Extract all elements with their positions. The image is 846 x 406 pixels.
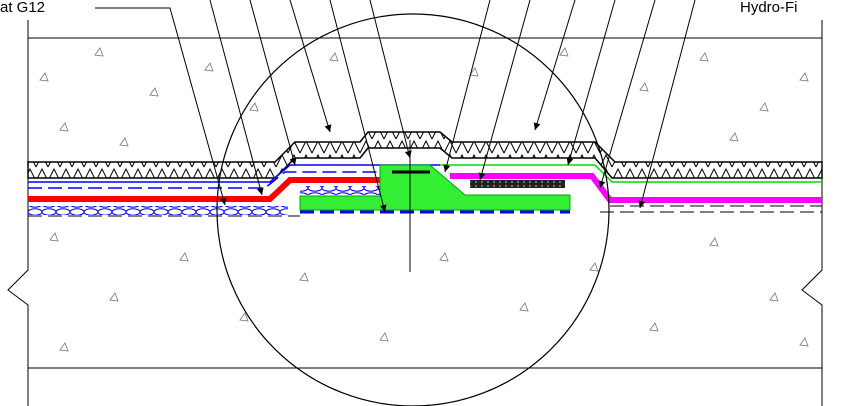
- detail-circle: [216, 13, 610, 406]
- rope-strip-mid: [300, 186, 380, 195]
- insulation-band: [27, 131, 823, 179]
- slab-outline: [7, 20, 823, 406]
- red-membrane: [28, 177, 440, 202]
- label-left: at G12: [0, 0, 45, 16]
- concrete-hatch: [39, 47, 809, 352]
- leaders: [95, 0, 696, 213]
- blue-line: [28, 164, 440, 183]
- black-dash: [28, 205, 822, 217]
- gravel-strip: [470, 180, 565, 188]
- green-fill: [299, 164, 571, 211]
- magenta-membrane: [450, 173, 822, 203]
- blue-dash: [28, 171, 380, 189]
- label-right: Hydro-Fi: [740, 0, 798, 16]
- rope-strip-left: [28, 206, 288, 215]
- green-line: [440, 164, 822, 183]
